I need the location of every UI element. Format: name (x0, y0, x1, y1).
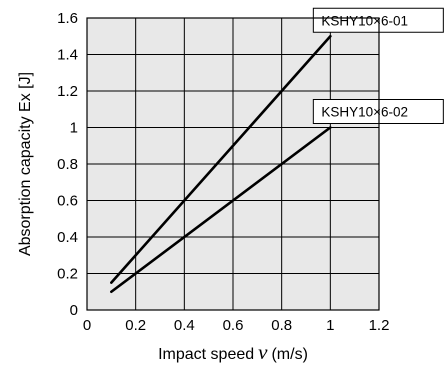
x-tick-labels: 0 0.2 0.4 0.6 0.8 1 1.2 (83, 317, 390, 334)
legend-label: KSHY10×6-01 (321, 13, 408, 28)
y-tick-label: 0.8 (57, 156, 78, 173)
y-tick-label: 1.6 (57, 10, 78, 27)
x-tick-label: 0.4 (174, 317, 195, 334)
x-axis-unit: (m/s) (271, 346, 307, 363)
legend-labels: KSHY10×6-01 KSHY10×6-02 (312, 7, 444, 124)
x-axis-symbol: v (258, 340, 268, 364)
legend-box (312, 7, 444, 33)
y-axis-label: Absorption capacity Ex [J] (17, 72, 34, 256)
y-tick-labels: 0 0.2 0.4 0.6 0.8 1 1.2 1.4 1.6 (57, 10, 78, 319)
legend-box (312, 99, 444, 124)
y-tick-label: 1.2 (57, 83, 78, 100)
x-axis-label: Impact speed v (m/s) (158, 340, 308, 364)
y-tick-label: 1.4 (57, 47, 78, 64)
x-tick-label: 0.8 (271, 317, 292, 334)
series-lines (110, 34, 332, 294)
series-line (110, 34, 332, 284)
plot-frame (86, 17, 380, 311)
x-tick-label: 0 (83, 317, 91, 334)
x-axis-label-text: Impact speed (158, 346, 254, 363)
y-tick-label: 0.2 (57, 266, 78, 283)
legend-label: KSHY10×6-02 (321, 105, 408, 120)
y-tick-label: 0.6 (57, 193, 78, 210)
x-tick-label: 0.2 (125, 317, 146, 334)
y-tick-label: 0.4 (57, 229, 78, 246)
series-line (110, 126, 332, 294)
y-tick-label: 1 (70, 120, 78, 137)
x-tick-label: 0.6 (223, 317, 244, 334)
x-tick-label: 1.2 (369, 317, 390, 334)
x-tick-label: 1 (326, 317, 334, 334)
y-tick-label: 0 (70, 302, 78, 319)
